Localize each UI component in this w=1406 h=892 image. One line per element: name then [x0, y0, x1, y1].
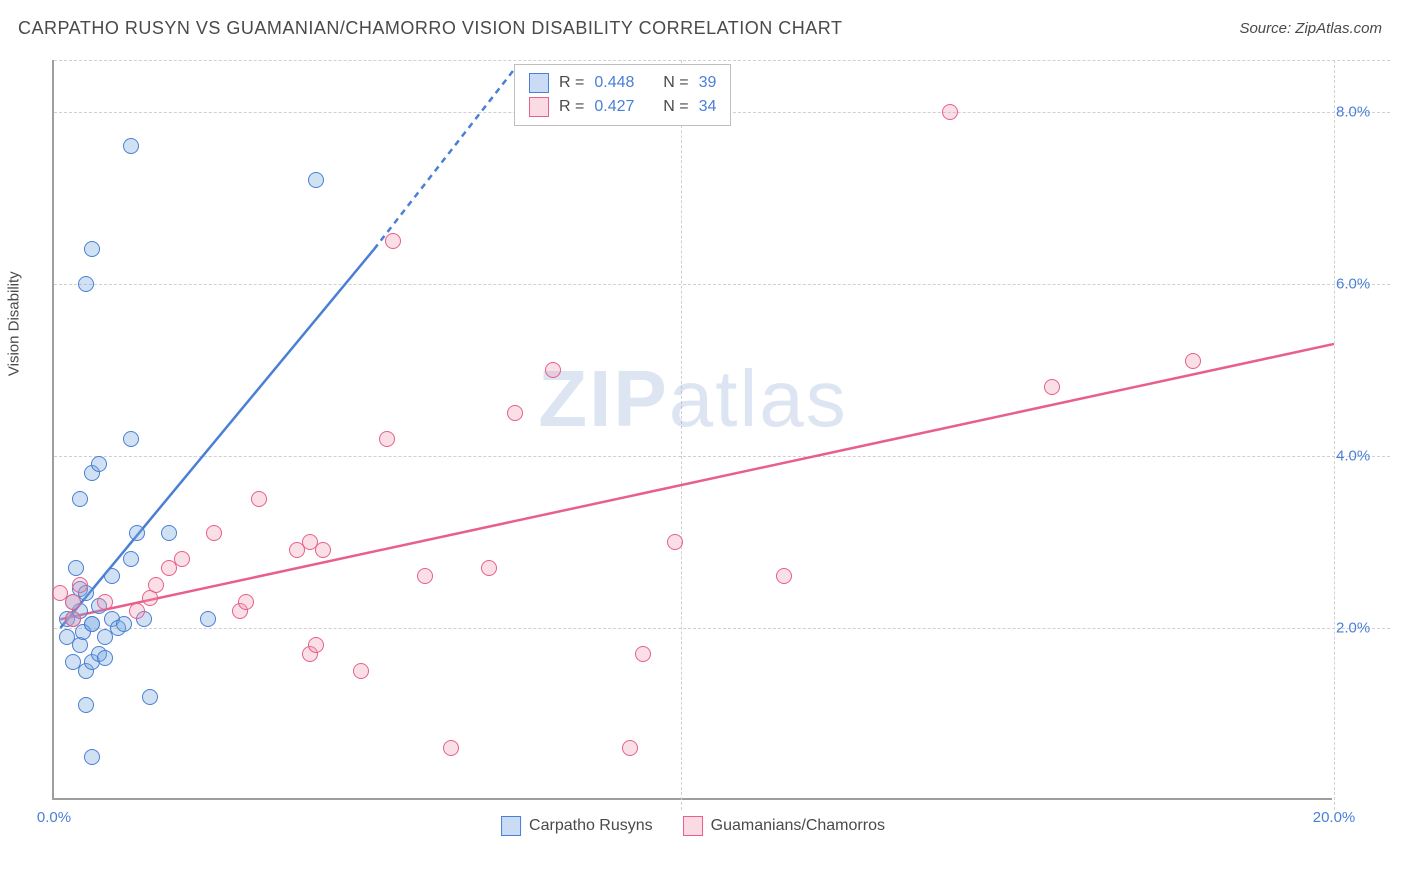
scatter-point-guamanian [315, 542, 331, 558]
scatter-point-carpatho [97, 650, 113, 666]
scatter-point-guamanian [481, 560, 497, 576]
scatter-point-guamanian [308, 637, 324, 653]
ytick-label: 6.0% [1336, 275, 1388, 292]
watermark-atlas: atlas [669, 354, 848, 443]
scatter-point-guamanian [251, 491, 267, 507]
swatch-carpatho-icon [529, 73, 549, 93]
xtick-label: 0.0% [37, 809, 71, 826]
scatter-point-guamanian [174, 551, 190, 567]
scatter-point-carpatho [84, 241, 100, 257]
r-label: R = [559, 98, 584, 116]
gridline-v [1334, 60, 1335, 810]
scatter-point-guamanian [635, 646, 651, 662]
scatter-point-guamanian [206, 525, 222, 541]
gridline-h [54, 284, 1390, 285]
legend-label-carpatho: Carpatho Rusyns [529, 817, 653, 835]
scatter-point-guamanian [148, 577, 164, 593]
scatter-point-guamanian [129, 603, 145, 619]
legend-label-guamanian: Guamanians/Chamorros [711, 817, 885, 835]
scatter-point-carpatho [84, 616, 100, 632]
scatter-point-guamanian [417, 568, 433, 584]
scatter-point-guamanian [545, 362, 561, 378]
chart-area: ZIPatlas R = 0.448 N = 39 R = 0.427 N = … [52, 60, 1388, 830]
scatter-point-guamanian [667, 534, 683, 550]
chart-source: Source: ZipAtlas.com [1239, 20, 1382, 37]
scatter-point-guamanian [72, 577, 88, 593]
gridline-v [681, 60, 682, 810]
guamanian-n-value: 34 [699, 98, 717, 116]
trendlines-svg [54, 60, 1334, 800]
scatter-point-carpatho [123, 431, 139, 447]
scatter-point-guamanian [65, 594, 81, 610]
gridline-h [54, 456, 1390, 457]
scatter-point-carpatho [104, 568, 120, 584]
scatter-point-guamanian [776, 568, 792, 584]
scatter-point-carpatho [129, 525, 145, 541]
scatter-point-guamanian [622, 740, 638, 756]
scatter-point-guamanian [353, 663, 369, 679]
ytick-label: 4.0% [1336, 447, 1388, 464]
gridline-h [54, 628, 1390, 629]
scatter-point-carpatho [78, 276, 94, 292]
scatter-point-guamanian [385, 233, 401, 249]
swatch-guamanian-icon [529, 97, 549, 117]
scatter-point-carpatho [308, 172, 324, 188]
scatter-point-carpatho [78, 697, 94, 713]
chart-header: CARPATHO RUSYN VS GUAMANIAN/CHAMORRO VIS… [0, 0, 1406, 47]
plot-area: ZIPatlas R = 0.448 N = 39 R = 0.427 N = … [52, 60, 1332, 800]
legend-series: Carpatho Rusyns Guamanians/Chamorros [501, 816, 885, 836]
scatter-point-guamanian [65, 611, 81, 627]
gridline-h [54, 60, 1390, 61]
n-label: N = [663, 98, 688, 116]
scatter-point-guamanian [238, 594, 254, 610]
scatter-point-carpatho [200, 611, 216, 627]
ytick-label: 8.0% [1336, 103, 1388, 120]
n-label: N = [663, 74, 688, 92]
watermark: ZIPatlas [538, 353, 847, 445]
swatch-carpatho-icon [501, 816, 521, 836]
scatter-point-carpatho [123, 551, 139, 567]
legend-item-carpatho: Carpatho Rusyns [501, 816, 653, 836]
scatter-point-guamanian [97, 594, 113, 610]
legend-stats-row-guamanian: R = 0.427 N = 34 [529, 95, 716, 119]
scatter-point-guamanian [1044, 379, 1060, 395]
chart-title: CARPATHO RUSYN VS GUAMANIAN/CHAMORRO VIS… [18, 18, 842, 39]
scatter-point-carpatho [161, 525, 177, 541]
scatter-point-carpatho [68, 560, 84, 576]
scatter-point-guamanian [942, 104, 958, 120]
xtick-label: 20.0% [1313, 809, 1356, 826]
guamanian-r-value: 0.427 [594, 98, 634, 116]
swatch-guamanian-icon [683, 816, 703, 836]
legend-stats: R = 0.448 N = 39 R = 0.427 N = 34 [514, 64, 731, 126]
scatter-point-carpatho [91, 456, 107, 472]
scatter-point-guamanian [379, 431, 395, 447]
ytick-label: 2.0% [1336, 619, 1388, 636]
y-axis-label: Vision Disability [6, 271, 23, 376]
scatter-point-carpatho [116, 616, 132, 632]
carpatho-n-value: 39 [699, 74, 717, 92]
carpatho-r-value: 0.448 [594, 74, 634, 92]
r-label: R = [559, 74, 584, 92]
legend-item-guamanian: Guamanians/Chamorros [683, 816, 885, 836]
scatter-point-guamanian [1185, 353, 1201, 369]
scatter-point-carpatho [72, 491, 88, 507]
scatter-point-carpatho [123, 138, 139, 154]
legend-stats-row-carpatho: R = 0.448 N = 39 [529, 71, 716, 95]
scatter-point-guamanian [507, 405, 523, 421]
scatter-point-guamanian [443, 740, 459, 756]
scatter-point-carpatho [84, 749, 100, 765]
scatter-point-carpatho [142, 689, 158, 705]
